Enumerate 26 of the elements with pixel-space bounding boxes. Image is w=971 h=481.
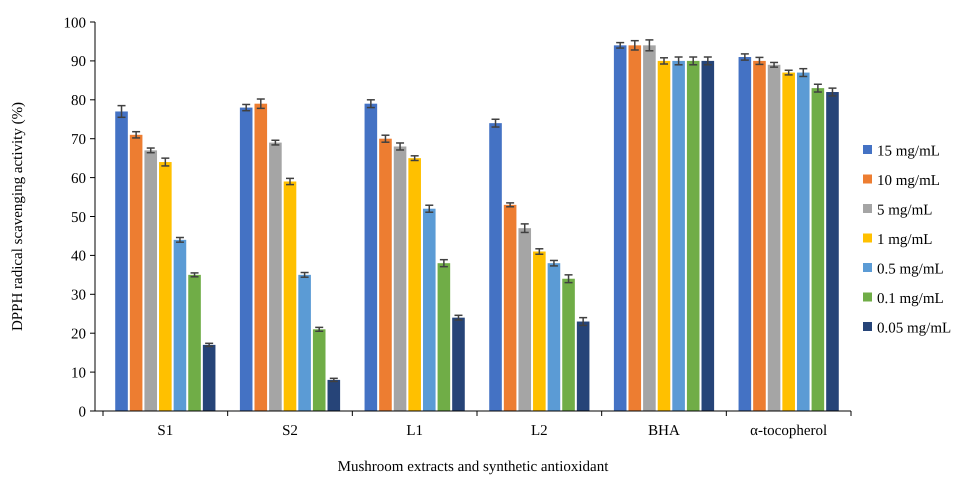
- legend-label: 0.5 mg/mL: [877, 261, 944, 278]
- x-tick-label: BHA: [648, 423, 680, 439]
- legend-label: 5 mg/mL: [877, 202, 932, 218]
- y-tick-label: 60: [71, 170, 86, 187]
- y-tick-label: 90: [71, 54, 86, 70]
- x-tick-label: S2: [282, 423, 298, 439]
- y-tick-label: 0: [78, 404, 86, 420]
- x-axis-title: Mushroom extracts and synthetic antioxidant: [338, 459, 610, 475]
- y-tick-label: 10: [71, 365, 86, 382]
- y-tick-label: 70: [71, 132, 86, 148]
- x-tick-label: L1: [406, 423, 424, 439]
- x-tick-label: α-tocopherol: [750, 423, 828, 439]
- legend-label: 15 mg/mL: [877, 143, 940, 160]
- y-axis-title: DPPH radical scavenging activity (%): [10, 102, 26, 332]
- legend-label: 10 mg/mL: [877, 172, 940, 189]
- legend-label: 1 mg/mL: [877, 232, 932, 248]
- legend-label: 0.1 mg/mL: [877, 290, 944, 307]
- y-tick-label: 50: [71, 210, 86, 226]
- y-tick-label: 30: [71, 288, 86, 304]
- y-tick-label: 80: [71, 93, 86, 110]
- x-tick-label: L2: [530, 423, 548, 439]
- x-tick-label: S1: [157, 423, 174, 439]
- legend-label: 0.05 mg/mL: [877, 320, 952, 336]
- y-tick-label: 20: [71, 326, 86, 342]
- y-tick-label: 40: [71, 248, 86, 265]
- y-tick-label: 100: [64, 15, 86, 32]
